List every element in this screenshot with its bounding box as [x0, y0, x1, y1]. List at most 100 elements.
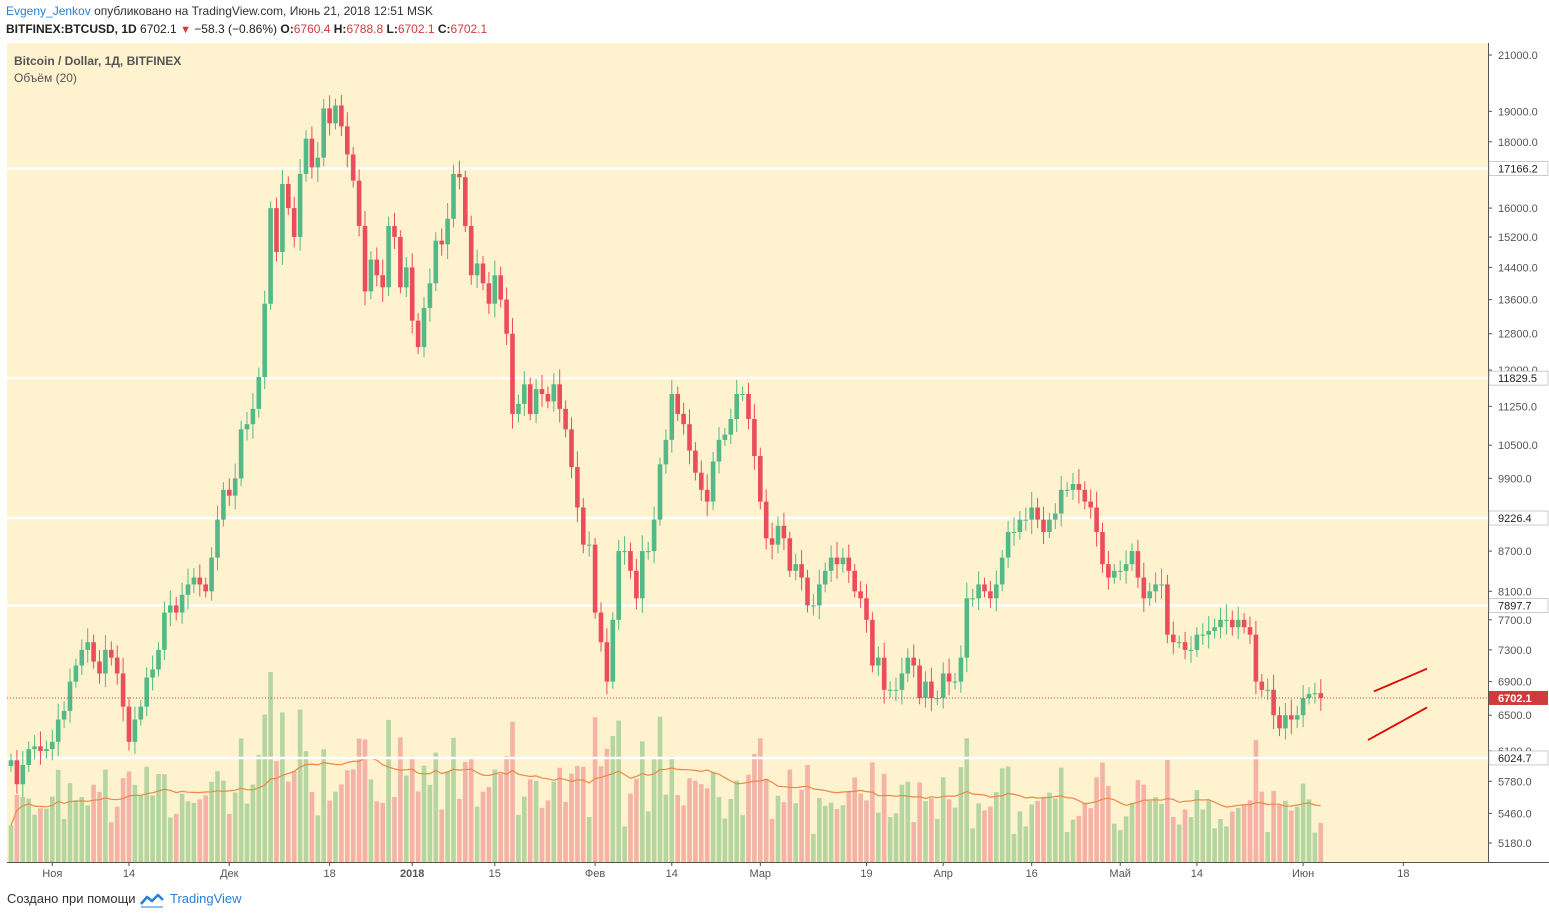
- candle-body: [1306, 693, 1312, 699]
- tradingview-link[interactable]: TradingView: [170, 891, 242, 906]
- candle-body: [628, 551, 633, 571]
- candle-body: [1123, 564, 1129, 571]
- volume-bar: [1218, 819, 1223, 862]
- candle-body: [55, 719, 61, 742]
- volume-bar: [1230, 811, 1235, 862]
- volume-bar: [91, 784, 96, 862]
- level-label: 6024.7: [1498, 753, 1532, 765]
- level-label: 9226.4: [1498, 513, 1532, 525]
- volume-bar: [1159, 803, 1164, 862]
- volume-bar: [79, 796, 85, 862]
- candle-body: [404, 267, 409, 288]
- x-tick-label: 2018: [400, 868, 424, 880]
- volume-bar: [1076, 815, 1082, 862]
- y-tick-label: 13600.0: [1498, 295, 1538, 307]
- volume-bar: [799, 789, 804, 862]
- low-value: 6702.1: [397, 22, 435, 36]
- candle-body: [268, 208, 273, 304]
- volume-bar: [150, 795, 155, 862]
- volume-bar: [1224, 826, 1229, 862]
- volume-bar: [55, 769, 61, 862]
- candle-body: [433, 240, 439, 284]
- trend-channel-line: [1373, 667, 1428, 693]
- candle-body: [758, 456, 763, 502]
- candle-body: [262, 303, 267, 378]
- volume-bar: [923, 801, 928, 862]
- volume-bar: [1235, 807, 1241, 862]
- candle-body: [463, 177, 468, 226]
- volume-bar: [1070, 819, 1076, 862]
- volume-bar: [516, 814, 521, 862]
- price-chart[interactable]: 21000.0 19000.0 18000.0 16000.0 15200.0 14400…: [0, 43, 1549, 885]
- candle-body: [1053, 513, 1058, 520]
- volume-bar: [232, 792, 238, 862]
- candle-body: [899, 673, 905, 690]
- volume-bar: [1047, 792, 1052, 862]
- volume-bar: [1247, 800, 1253, 862]
- volume-bar: [628, 793, 633, 862]
- candle-body: [787, 538, 793, 571]
- candle-body: [622, 551, 627, 553]
- volume-bar: [1117, 830, 1123, 862]
- x-tick-label: Апр: [933, 868, 952, 880]
- volume-bar: [433, 752, 439, 862]
- candle-body: [232, 478, 238, 496]
- candle-body: [775, 525, 781, 545]
- volume-bar: [1312, 832, 1318, 862]
- volume-bar: [1082, 803, 1088, 862]
- volume-bar: [197, 799, 203, 862]
- candles: [8, 95, 1324, 798]
- volume-bar: [999, 768, 1005, 862]
- x-tick-label: Дек: [220, 868, 239, 880]
- candle-body: [1265, 689, 1270, 691]
- chart-legend: Bitcoin / Dollar, 1Д, BITFINEX Объём (20…: [14, 53, 181, 87]
- candle-body: [14, 760, 20, 785]
- candle-body: [1300, 698, 1306, 716]
- volume-bar: [840, 805, 846, 862]
- candle-body: [716, 439, 722, 462]
- candle-body: [468, 225, 474, 276]
- candle-body: [1064, 489, 1070, 491]
- candle-body: [840, 557, 846, 565]
- volume-bar: [693, 780, 698, 862]
- volume-bar: [1253, 740, 1259, 862]
- candle-body: [244, 424, 250, 430]
- volume-bar: [758, 738, 763, 862]
- candle-body: [551, 384, 557, 402]
- candle-body: [1070, 484, 1076, 490]
- volume-bar: [156, 773, 161, 862]
- volume-bar: [109, 822, 114, 862]
- candle-body: [32, 746, 37, 750]
- y-tick-label: 10500.0: [1498, 440, 1538, 452]
- candle-body: [362, 225, 368, 292]
- candle-body: [457, 173, 462, 178]
- volume-bar: [622, 826, 627, 862]
- chart-area[interactable]: 21000.0 19000.0 18000.0 16000.0 15200.0 14400…: [0, 43, 1549, 885]
- candle-body: [746, 394, 751, 420]
- volume-bar: [1277, 805, 1282, 862]
- candle-body: [1076, 484, 1082, 490]
- publication-line: Evgeny_Jenkov опубликовано на TradingVie…: [6, 4, 433, 18]
- x-tick-label: Май: [1109, 868, 1131, 880]
- author-link[interactable]: Evgeny_Jenkov: [6, 4, 91, 18]
- candle-body: [870, 619, 875, 666]
- low-label: L:: [386, 22, 398, 36]
- candle-body: [103, 649, 108, 674]
- volume-bar: [333, 791, 338, 862]
- level-label: 11829.5: [1498, 373, 1537, 385]
- volume-bar: [221, 780, 226, 862]
- open-label: O:: [280, 22, 294, 36]
- candle-body: [427, 283, 433, 308]
- volume-bar: [380, 802, 385, 862]
- candle-body: [586, 544, 592, 546]
- volume-bar: [203, 795, 208, 862]
- volume-bar: [1100, 762, 1105, 862]
- candle-body: [1318, 693, 1324, 698]
- candle-body: [575, 467, 580, 508]
- x-tick-label: 15: [489, 868, 501, 880]
- candle-body: [527, 384, 533, 414]
- candle-body: [539, 389, 545, 395]
- volume-bar: [1088, 808, 1093, 862]
- candle-body: [516, 403, 521, 414]
- volume-bar: [368, 779, 374, 862]
